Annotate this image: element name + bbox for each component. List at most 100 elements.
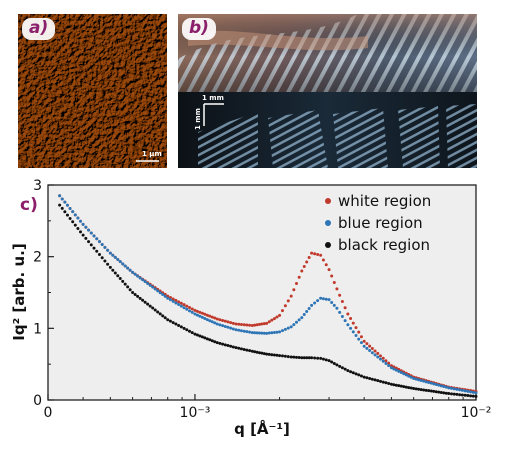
data-point — [87, 228, 91, 232]
data-point — [215, 341, 219, 345]
data-point — [439, 384, 443, 388]
data-point — [343, 319, 347, 323]
data-point — [171, 321, 175, 325]
data-point — [182, 303, 186, 307]
data-point — [68, 216, 72, 220]
data-point — [237, 346, 241, 350]
data-point — [200, 311, 204, 315]
data-point — [340, 366, 344, 370]
data-point — [223, 343, 227, 347]
data-point — [231, 327, 235, 331]
data-point — [362, 375, 366, 379]
data-point — [305, 356, 309, 360]
data-point — [458, 388, 462, 392]
data-point — [95, 249, 99, 253]
data-point — [387, 361, 391, 365]
data-point — [354, 326, 358, 330]
data-point — [370, 377, 374, 381]
data-point — [373, 378, 377, 382]
data-point — [370, 351, 374, 355]
data-point — [143, 300, 147, 304]
data-point — [469, 394, 473, 398]
data-point — [297, 356, 301, 360]
data-point — [253, 331, 257, 335]
data-point — [313, 356, 317, 360]
data-point — [108, 251, 112, 255]
data-point — [307, 356, 311, 360]
data-point — [310, 251, 314, 255]
data-point — [335, 363, 339, 367]
data-point — [332, 280, 336, 284]
data-point — [226, 320, 230, 324]
data-point — [113, 271, 117, 275]
data-point — [131, 270, 135, 274]
data-point — [427, 380, 431, 384]
data-point — [71, 210, 75, 214]
data-point — [327, 359, 331, 363]
data-point — [332, 303, 336, 307]
data-point — [444, 385, 448, 389]
data-point — [392, 365, 396, 369]
data-point — [474, 391, 478, 395]
data-point — [76, 216, 80, 220]
data-point — [123, 264, 127, 268]
data-point — [452, 392, 456, 396]
data-point — [399, 371, 403, 375]
data-point — [422, 388, 426, 392]
data-point — [397, 384, 401, 388]
data-point — [414, 377, 418, 381]
data-point — [335, 306, 339, 310]
data-point — [300, 356, 304, 360]
data-point — [95, 237, 99, 241]
data-point — [321, 297, 325, 301]
data-point — [168, 319, 172, 323]
data-point — [190, 307, 194, 311]
y-tick-label: 0 — [33, 393, 42, 409]
data-point — [272, 330, 276, 334]
afm-image-panel: a) 1 µm — [18, 14, 167, 168]
data-point — [351, 371, 355, 375]
data-point — [179, 325, 183, 329]
data-point — [437, 383, 441, 387]
data-point — [218, 318, 222, 322]
data-point — [234, 322, 238, 326]
data-point — [87, 240, 91, 244]
data-point — [292, 355, 296, 359]
data-point — [242, 323, 246, 327]
data-point — [429, 381, 433, 385]
data-point — [351, 330, 355, 334]
data-point — [68, 206, 72, 210]
data-point — [387, 382, 391, 386]
data-point — [349, 317, 353, 321]
data-point — [343, 367, 347, 371]
data-point — [195, 333, 199, 337]
data-point — [424, 388, 428, 392]
data-point — [188, 329, 192, 333]
data-point — [373, 349, 377, 353]
data-point — [278, 354, 282, 358]
data-point — [295, 320, 298, 324]
data-point — [255, 323, 259, 327]
data-point — [106, 248, 110, 252]
data-point — [452, 387, 456, 391]
data-point — [338, 310, 342, 314]
data-point — [280, 309, 284, 313]
saxs-chart: 0 1 2 3 0 10⁻³ 10⁻² white region blue region bla… — [10, 178, 491, 438]
data-point — [327, 298, 331, 302]
y-tick-label: 2 — [33, 250, 42, 266]
data-point — [200, 315, 204, 319]
data-point — [427, 389, 431, 393]
data-point — [292, 288, 296, 292]
data-point — [442, 391, 446, 395]
data-point — [255, 331, 259, 335]
data-point — [349, 370, 353, 374]
data-point — [275, 315, 279, 319]
data-point — [346, 369, 350, 373]
data-point — [376, 351, 380, 355]
data-point — [210, 320, 214, 324]
legend-label: blue region — [338, 214, 423, 232]
data-point — [346, 312, 350, 316]
data-point — [182, 306, 186, 310]
data-point — [166, 294, 170, 298]
data-point — [265, 321, 269, 325]
